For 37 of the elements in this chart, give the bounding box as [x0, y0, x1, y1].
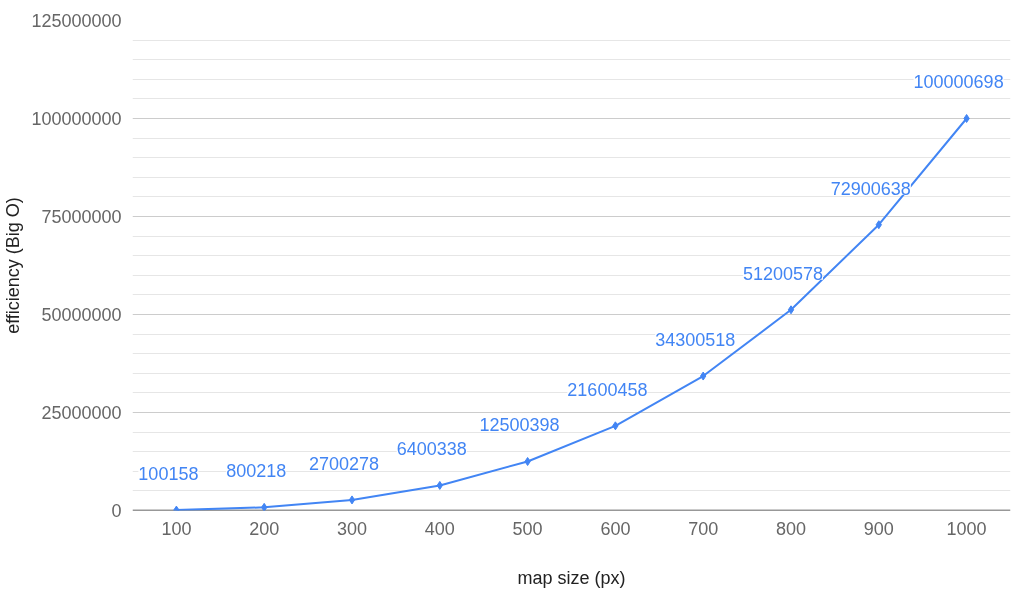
x-tick-label: 800	[775, 518, 807, 539]
y-axis-title: efficiency (Big O)	[3, 197, 24, 334]
x-tick-label: 100	[161, 518, 192, 539]
data-label: 100000698	[913, 72, 1004, 93]
y-tick-label: 125000000	[31, 11, 122, 31]
x-axis-title: map size (px)	[517, 567, 626, 588]
x-tick-label: 300	[336, 518, 368, 539]
point	[875, 220, 882, 230]
data-label: 800218	[226, 461, 287, 482]
y-tick-label: 0	[111, 501, 122, 521]
data-label: 100158	[138, 464, 199, 485]
data-label: 6400338	[396, 439, 467, 460]
point	[787, 305, 795, 315]
point	[348, 495, 356, 505]
point	[261, 502, 268, 511]
data-label: 21600458	[567, 379, 648, 400]
point	[524, 457, 531, 466]
point	[700, 371, 707, 381]
data-label: 51200578	[742, 263, 824, 284]
x-tick-label: 200	[249, 518, 280, 539]
data-label: 12500398	[479, 415, 560, 436]
x-tick-label: 500	[512, 518, 543, 539]
x-tick-label: 1000	[946, 518, 987, 539]
y-tick-label: 75000000	[41, 207, 122, 227]
data-label: 34300518	[655, 330, 736, 351]
y-tick-label: 100000000	[31, 109, 122, 129]
x-tick-label: 400	[424, 518, 455, 539]
data-label: 72900638	[830, 178, 911, 199]
point	[612, 421, 619, 431]
y-tick-label: 25000000	[41, 403, 122, 423]
point	[436, 480, 443, 490]
x-tick-label: 700	[688, 518, 719, 539]
x-tick-label: 900	[863, 518, 894, 539]
point	[963, 114, 970, 123]
x-tick-label: 600	[600, 518, 631, 539]
data-label: 2700278	[308, 453, 380, 474]
y-tick-label: 50000000	[41, 305, 122, 325]
